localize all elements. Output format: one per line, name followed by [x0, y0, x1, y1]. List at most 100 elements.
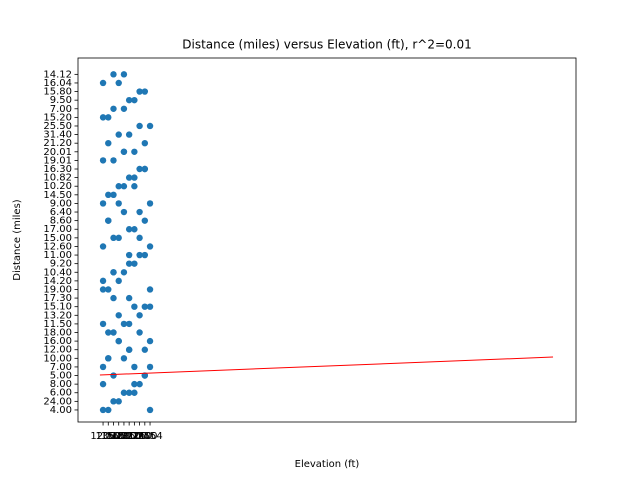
- y-tick-label: 18.00: [43, 328, 72, 339]
- point: [110, 294, 117, 302]
- y-tick-label: 15.80: [43, 87, 72, 98]
- point: [125, 251, 133, 259]
- y-tick-label: 24.00: [43, 396, 72, 407]
- point: [115, 337, 122, 345]
- y-tick-label: 11.50: [43, 319, 72, 330]
- point: [125, 346, 133, 353]
- point: [99, 157, 107, 164]
- y-tick-label: 17.30: [43, 293, 72, 304]
- point: [125, 389, 133, 396]
- y-tick-label: 25.50: [43, 121, 72, 132]
- point: [125, 96, 133, 104]
- point: [136, 312, 143, 319]
- x-tick-label: 1800: [111, 431, 136, 442]
- y-tick-label: 10.00: [43, 353, 72, 364]
- point: [120, 208, 128, 216]
- point: [120, 105, 128, 112]
- point: [141, 372, 149, 379]
- y-tick-label: 8.00: [50, 379, 72, 390]
- point: [141, 217, 149, 224]
- y-tick-label: 14.12: [43, 69, 72, 80]
- point: [120, 269, 128, 276]
- point: [115, 131, 122, 138]
- x-tick-label: 1350: [96, 431, 121, 442]
- point: [110, 191, 117, 199]
- x-tick-label: 2100: [122, 431, 147, 442]
- point: [146, 337, 154, 345]
- point: [136, 165, 143, 173]
- point: [136, 329, 143, 336]
- x-tick-label: 1500: [101, 431, 126, 442]
- x-axis-label: Elevation (ft): [295, 459, 360, 470]
- y-tick-label: 4.00: [50, 405, 72, 416]
- point: [105, 139, 112, 147]
- point: [141, 346, 149, 353]
- y-tick-label: 7.00: [50, 104, 72, 115]
- point: [115, 312, 122, 319]
- point: [141, 303, 149, 310]
- point: [136, 234, 143, 242]
- point: [99, 277, 107, 285]
- point: [136, 251, 143, 259]
- point: [136, 122, 143, 130]
- point: [105, 355, 112, 362]
- point: [115, 200, 122, 207]
- point: [120, 71, 128, 78]
- y-tick-label: 19.01: [43, 155, 72, 166]
- point: [125, 294, 133, 302]
- point: [146, 303, 154, 310]
- point: [110, 234, 117, 242]
- y-tick-label: 17.00: [43, 224, 72, 235]
- point: [125, 131, 133, 138]
- point: [115, 277, 122, 285]
- y-tick-label: 12.00: [43, 345, 72, 356]
- point: [120, 183, 128, 190]
- point: [105, 286, 112, 293]
- point: [105, 217, 112, 224]
- y-tick-label: 9.50: [50, 95, 72, 106]
- y-tick-label: 8.60: [50, 216, 72, 227]
- point: [115, 234, 122, 242]
- point: [99, 363, 107, 371]
- y-tick-label: 6.00: [50, 388, 72, 399]
- point: [120, 355, 128, 362]
- point: [110, 157, 117, 164]
- x-tick-label: 2400: [132, 431, 157, 442]
- point: [99, 320, 107, 328]
- y-tick-label: 9.00: [50, 198, 72, 209]
- point: [131, 226, 138, 233]
- point: [110, 329, 117, 336]
- point: [105, 191, 112, 199]
- y-tick-label: 11.00: [43, 250, 72, 261]
- point: [99, 406, 107, 414]
- point: [136, 208, 143, 216]
- y-tick-label: 9.20: [50, 259, 72, 270]
- y-tick-label: 10.20: [43, 181, 72, 192]
- point: [99, 114, 107, 121]
- y-tick-label: 21.20: [43, 138, 72, 149]
- x-tick-label: 1200: [90, 431, 115, 442]
- point: [105, 114, 112, 121]
- point: [131, 183, 138, 190]
- point: [131, 96, 138, 104]
- y-tick-label: 13.20: [43, 310, 72, 321]
- point: [146, 122, 154, 130]
- point: [120, 320, 128, 328]
- y-tick-label: 16.00: [43, 336, 72, 347]
- y-tick-label: 14.20: [43, 276, 72, 287]
- point: [115, 183, 122, 190]
- x-tick-label: 1650: [106, 431, 131, 442]
- point: [115, 398, 122, 405]
- trend-line: [99, 356, 554, 376]
- point: [146, 406, 154, 414]
- y-tick-label: 15.00: [43, 233, 72, 244]
- point: [120, 148, 128, 155]
- point: [99, 200, 107, 207]
- point: [141, 139, 149, 147]
- point: [99, 79, 107, 87]
- point: [131, 380, 138, 388]
- y-tick-label: 16.04: [43, 78, 72, 89]
- y-tick-label: 10.40: [43, 267, 72, 278]
- point: [125, 320, 133, 328]
